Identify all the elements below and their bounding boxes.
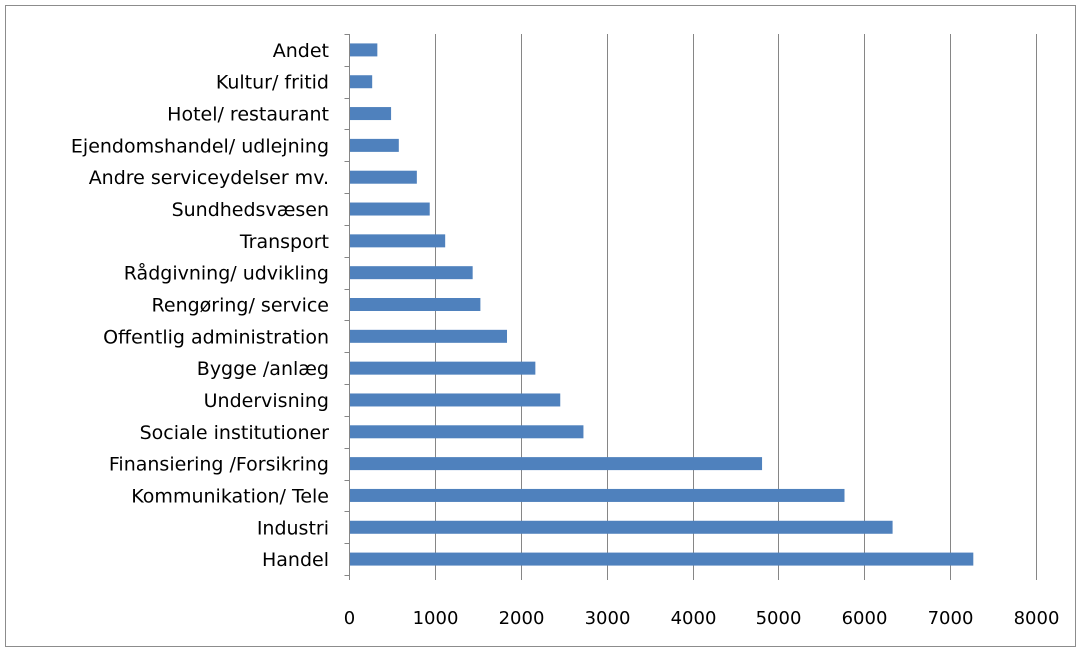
bars (350, 43, 974, 566)
bar (350, 488, 845, 502)
category-label: Hotel/ restaurant (167, 104, 329, 126)
category-label: Andre serviceydelser mv. (89, 167, 329, 189)
category-label: Undervisning (204, 390, 329, 412)
category-label: Kultur/ fritid (216, 72, 329, 94)
chart-frame (5, 5, 1076, 647)
bar (350, 170, 417, 184)
category-label: Transport (239, 231, 329, 253)
bar (350, 138, 399, 152)
category-label: Offentlig administration (103, 326, 329, 348)
category-label: Rådgivning/ udvikling (124, 262, 329, 285)
category-labels: Handel Industri Kommunikation/ Tele Finansi… (71, 40, 329, 571)
bar (350, 266, 473, 280)
category-label: Handel (262, 549, 329, 571)
x-tick-label: 2000 (499, 608, 545, 629)
category-label: Sociale institutioner (140, 422, 330, 444)
bar (350, 457, 763, 471)
bar (350, 298, 481, 311)
x-tick-label: 4000 (671, 608, 717, 629)
bar (350, 43, 378, 57)
bar (350, 425, 584, 439)
bar (350, 234, 446, 248)
category-label: Rengøring/ service (152, 295, 329, 317)
x-tick-label: 1000 (413, 608, 459, 629)
x-tick-label: 0 (344, 608, 355, 629)
bar (350, 107, 392, 121)
bar (350, 75, 373, 89)
category-label: Ejendomshandel/ udlejning (71, 135, 329, 157)
category-label: Bygge /anlæg (197, 358, 329, 380)
category-label: Industri (257, 517, 329, 539)
bar (350, 520, 893, 534)
category-label: Finansiering /Forsikring (109, 454, 329, 476)
bar (350, 393, 561, 407)
bar (350, 361, 536, 375)
x-tick-label: 6000 (842, 608, 888, 629)
x-tick-label: 7000 (928, 608, 974, 629)
x-tick-labels: 0 1000 2000 3000 4000 5000 6000 7000 8000 (344, 608, 1060, 629)
x-tick-label: 8000 (1014, 608, 1060, 629)
axes (344, 34, 1037, 580)
x-tick-label: 3000 (585, 608, 631, 629)
category-label: Andet (273, 40, 329, 62)
category-label: Kommunikation/ Tele (131, 485, 329, 507)
x-tick-label: 5000 (756, 608, 802, 629)
bar (350, 202, 430, 216)
bar (350, 552, 974, 566)
category-label: Sundhedsvæsen (172, 199, 329, 221)
bar (350, 329, 508, 343)
gridlines (435, 34, 1037, 575)
